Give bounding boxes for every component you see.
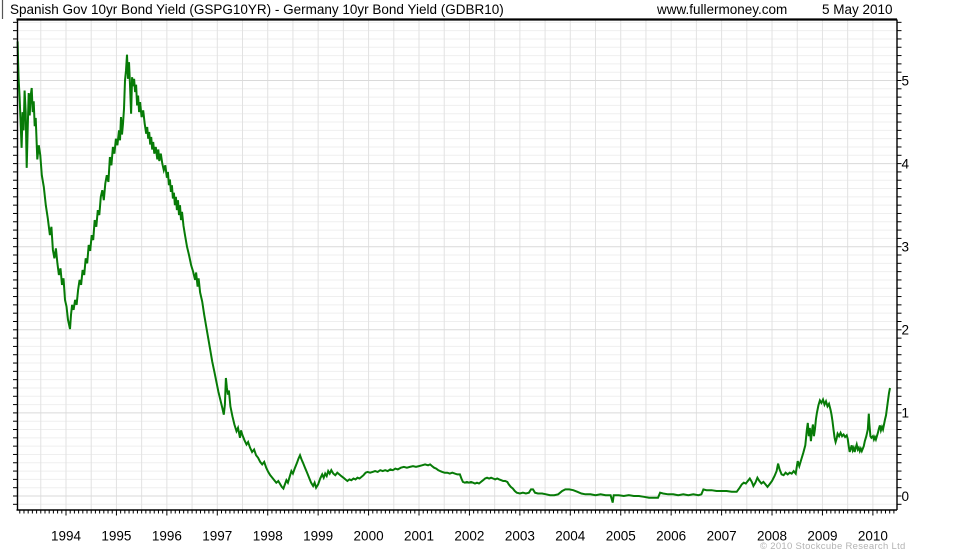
y-axis-label: 5 bbox=[902, 73, 910, 88]
x-axis-label: 1999 bbox=[303, 529, 333, 544]
copyright-text: © 2010 Stockcube Research Ltd bbox=[760, 541, 906, 552]
x-axis-label: 2002 bbox=[454, 529, 484, 544]
x-axis-label: 2009 bbox=[807, 529, 837, 544]
x-axis-label: 2010 bbox=[858, 529, 888, 544]
spread-series-line bbox=[16, 41, 891, 503]
y-axis-label: 1 bbox=[902, 406, 910, 421]
x-axis-label: 1996 bbox=[152, 529, 182, 544]
x-axis-labels: 1994 1995 1996 1997 1998 1999 2000 2001 2002 2003… bbox=[51, 529, 888, 544]
y-axis-labels: 0 1 2 3 4 5 bbox=[902, 73, 910, 504]
x-axis-label: 2001 bbox=[404, 529, 434, 544]
y-axis-label: 3 bbox=[902, 240, 910, 255]
x-axis-label: 2004 bbox=[555, 529, 586, 544]
gridlines-minor-horizontal bbox=[17, 21, 897, 505]
chart-date: 5 May 2010 bbox=[822, 2, 893, 17]
x-axis-label: 1995 bbox=[101, 529, 131, 544]
plot-frame bbox=[16, 18, 898, 511]
x-axis-label: 2005 bbox=[606, 529, 636, 544]
y-axis-ticks bbox=[13, 21, 902, 505]
y-axis-label: 0 bbox=[902, 489, 910, 504]
fullermoney-url-text: www.fullermoney.com bbox=[657, 2, 788, 17]
x-axis-label: 1998 bbox=[253, 529, 283, 544]
x-axis-label: 2003 bbox=[505, 529, 535, 544]
y-axis-label: 4 bbox=[902, 156, 910, 171]
y-axis-label: 2 bbox=[902, 323, 910, 338]
x-axis-label: 2000 bbox=[354, 529, 384, 544]
x-axis-label: 1997 bbox=[202, 529, 232, 544]
chart-title: Spanish Gov 10yr Bond Yield (GSPG10YR) -… bbox=[10, 2, 504, 17]
x-axis-label: 1994 bbox=[51, 529, 82, 544]
x-axis-label: 2006 bbox=[656, 529, 686, 544]
x-axis-label: 2008 bbox=[757, 529, 787, 544]
x-axis-ticks bbox=[19, 510, 895, 516]
x-axis-label: 2007 bbox=[707, 529, 737, 544]
gridlines-major-horizontal bbox=[17, 80, 897, 497]
gridlines-vertical bbox=[40, 19, 874, 510]
